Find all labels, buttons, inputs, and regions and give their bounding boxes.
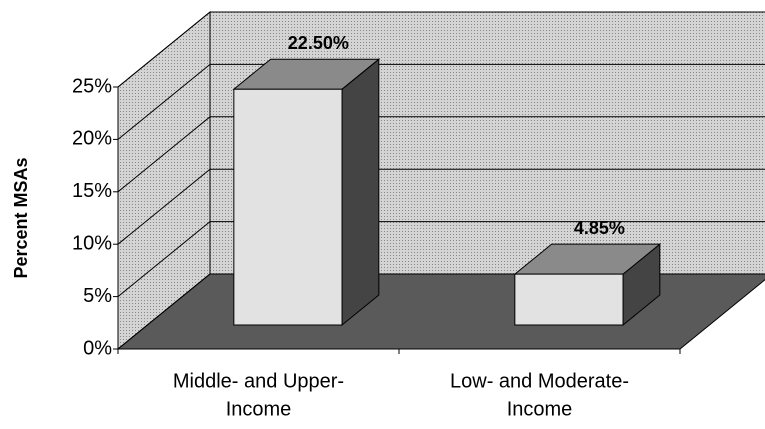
x-tick-label: Low- and Moderate- xyxy=(450,370,629,392)
y-tick-label: 20% xyxy=(72,128,112,150)
floor xyxy=(116,273,765,350)
grid-line xyxy=(117,221,765,297)
y-tick-label: 25% xyxy=(72,75,112,97)
y-tick-label: 15% xyxy=(72,180,112,202)
y-axis-label: Percent MSAs xyxy=(11,157,31,278)
grid-line xyxy=(117,116,765,193)
x-tick-label: Income xyxy=(226,398,292,420)
bar-front xyxy=(514,273,624,326)
y-tick-label: 0% xyxy=(83,337,112,359)
x-tick-label: Middle- and Upper- xyxy=(173,370,344,392)
plot xyxy=(116,10,765,351)
grid-line xyxy=(117,11,765,88)
x-tick-label: Income xyxy=(507,398,573,420)
grid-line xyxy=(117,63,765,140)
y-tick-label: 5% xyxy=(83,285,112,307)
grid-line xyxy=(117,168,765,245)
y-tick-label: 10% xyxy=(72,232,112,254)
bar-front xyxy=(233,88,343,326)
value-label: 4.85% xyxy=(574,218,625,238)
value-label: 22.50% xyxy=(288,33,349,53)
bar-side xyxy=(341,58,380,327)
